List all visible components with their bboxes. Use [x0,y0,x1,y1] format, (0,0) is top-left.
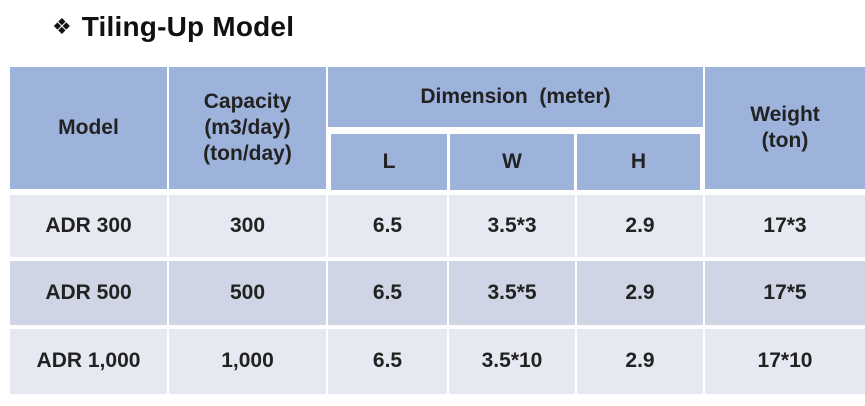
table-row-3-L: 6.5 [328,329,447,394]
header-capacity-line1: Capacity [203,89,292,113]
table-row-2-weight: 17*5 [705,261,865,325]
table-row-1-L: 6.5 [328,195,447,257]
diamond-bullet-icon: ❖ [52,14,72,40]
table-row-3-capacity: 1,000 [169,329,326,394]
table-row-1-W: 3.5*3 [449,195,575,257]
table-row-3-model: ADR 1,000 [10,329,167,394]
table-row-2-capacity: 500 [169,261,326,325]
table-row-1-H: 2.9 [577,195,703,257]
table-row-3-W: 3.5*10 [449,329,575,394]
table-row-1-capacity: 300 [169,195,326,257]
table-row-3-H: 2.9 [577,329,703,394]
header-capacity-line3: (ton/day) [203,142,292,166]
header-capacity: Capacity (m3/day) (ton/day) [169,67,326,189]
header-dimension-H: H [577,134,700,190]
header-capacity-line2: (m3/day) [204,115,291,139]
header-dimension-L: L [331,134,447,190]
header-dimension: Dimension (meter) [328,67,703,127]
header-model: Model [10,67,167,189]
table-row-1-weight: 17*3 [705,195,865,257]
table-row-3-weight: 17*10 [705,329,865,394]
table-row-2-L: 6.5 [328,261,447,325]
header-weight-line2: (ton) [761,129,809,152]
table-row-2-model: ADR 500 [10,261,167,325]
table-row-2-W: 3.5*5 [449,261,575,325]
table-row-2-H: 2.9 [577,261,703,325]
page-title-text: Tiling-Up Model [81,11,295,42]
page-title: ❖ Tiling-Up Model [52,8,294,46]
header-dimension-W: W [450,134,574,190]
header-weight: Weight (ton) [705,67,865,189]
table-row-1-model: ADR 300 [10,195,167,257]
header-weight-line1: Weight [750,102,820,126]
